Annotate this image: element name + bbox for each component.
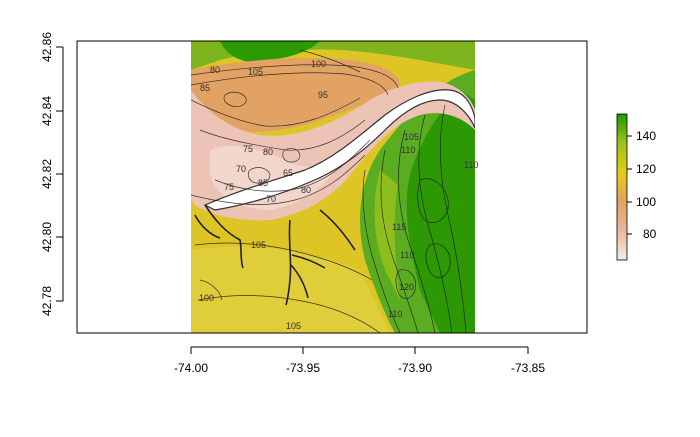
- contour-label: 100: [311, 59, 326, 69]
- elevation-raster: [191, 41, 475, 333]
- contour-label: 120: [399, 282, 414, 292]
- x-axis: [190, 346, 529, 354]
- contour-label: 70: [266, 194, 276, 204]
- legend-colorbar: [616, 113, 628, 261]
- color-legend: 140 120 100 80: [616, 113, 657, 261]
- x-tick-label: -73.90: [398, 361, 432, 375]
- contour-label: 105: [251, 240, 266, 250]
- y-tick-label: 42.84: [40, 96, 54, 126]
- contour-label: 65: [283, 168, 293, 178]
- x-tick-label: -73.85: [511, 361, 545, 375]
- x-tick-label: -73.95: [286, 361, 320, 375]
- contour-label: 80: [301, 185, 311, 195]
- y-tick-label: 42.82: [40, 159, 54, 189]
- contour-label: 105: [286, 321, 301, 331]
- contour-label: 110: [464, 160, 478, 170]
- contour-label: 70: [236, 164, 246, 174]
- legend-tick-label: 80: [643, 227, 657, 241]
- contour-label-layer: 80 105 100 95 85 75 80 65 70 85 70 80 75…: [199, 59, 478, 331]
- contour-label: 85: [258, 178, 268, 188]
- y-tick-label: 42.78: [40, 286, 54, 316]
- contour-label: 110: [388, 309, 402, 319]
- contour-label: 100: [199, 293, 214, 303]
- contour-label: 85: [200, 83, 210, 93]
- contour-lines: [191, 49, 467, 333]
- contour-label: 105: [404, 132, 419, 142]
- contour-label: 75: [243, 144, 253, 154]
- contour-label: 110: [400, 250, 414, 260]
- contour-label: 105: [248, 67, 263, 77]
- contour-label: 95: [318, 90, 328, 100]
- x-tick-label: -74.00: [174, 361, 208, 375]
- contour-label: 80: [210, 65, 220, 75]
- contour-label: 115: [392, 222, 406, 232]
- y-tick-label: 42.80: [40, 222, 54, 252]
- legend-tick-label: 120: [636, 162, 656, 176]
- legend-tick-label: 100: [636, 195, 656, 209]
- river: [203, 89, 475, 211]
- y-tick-label: 42.86: [40, 32, 54, 62]
- plot-frame: [76, 40, 588, 334]
- contour-label: 75: [224, 182, 234, 192]
- y-axis: [56, 46, 64, 302]
- legend-tick-label: 140: [636, 129, 656, 143]
- contour-label: 110: [401, 145, 415, 155]
- contour-label: 80: [263, 147, 273, 157]
